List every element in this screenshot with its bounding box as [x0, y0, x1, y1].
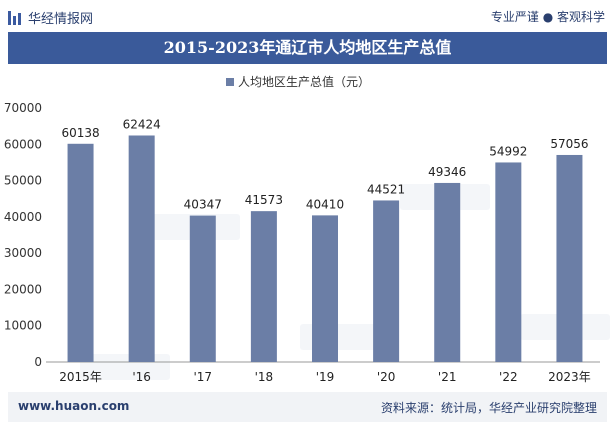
y-axis: 0 10000 20000 30000 40000 50000 60000 70000: [4, 101, 600, 369]
bar: [556, 154, 583, 362]
x-tick-label: '19: [316, 370, 335, 384]
data-label: 40410: [306, 197, 344, 211]
bar: [67, 143, 94, 362]
watermark-layer: [80, 184, 610, 380]
chart-legend: 人均地区生产总值（元）: [226, 74, 370, 89]
legend-swatch: [226, 78, 234, 86]
data-label: 49346: [428, 165, 466, 179]
y-tick-label: 0: [34, 355, 42, 369]
brand-logo-icon: [8, 10, 22, 25]
bars: 60138 2015年 62424 '16 40347 '17 41573 '18 40410 '…: [59, 117, 590, 384]
x-tick-label: '16: [132, 370, 151, 384]
brand-name: 华经情报网: [28, 12, 94, 27]
y-tick-label: 50000: [4, 174, 42, 188]
y-tick-label: 60000: [4, 137, 42, 151]
y-tick-label: 10000: [4, 319, 42, 333]
bar: [189, 215, 216, 362]
x-tick-label: '22: [499, 370, 518, 384]
y-tick-label: 20000: [4, 282, 42, 296]
bar: [128, 135, 155, 362]
slogan: 专业严谨 ● 客观科学: [490, 10, 605, 24]
bar-chart: 人均地区生产总值（元） 0 10000 20000 30000 40000 50000 60…: [4, 74, 610, 384]
x-tick-label: '17: [193, 370, 212, 384]
footer-site-link[interactable]: www.huaon.com: [18, 399, 130, 413]
bar: [312, 215, 338, 362]
data-label: 44521: [367, 182, 405, 196]
legend-label: 人均地区生产总值（元）: [238, 74, 370, 89]
chart-title: 2015-2023年通辽市人均地区生产总值: [8, 32, 607, 64]
y-tick-label: 40000: [4, 210, 42, 224]
data-label: 54992: [489, 144, 527, 158]
y-tick-label: 30000: [4, 246, 42, 260]
bar: [373, 200, 400, 362]
bar: [250, 211, 277, 362]
x-tick-label: '20: [377, 370, 396, 384]
brand-logo[interactable]: 华经情报网: [8, 8, 93, 27]
data-label: 57056: [550, 137, 588, 151]
data-label: 62424: [123, 117, 161, 131]
footer: www.huaon.com 资料来源：统计局，华经产业研究院整理: [8, 392, 607, 422]
data-label: 60138: [61, 126, 99, 140]
data-label: 41573: [245, 193, 283, 207]
x-tick-label: 2023年: [548, 370, 591, 384]
bar: [495, 162, 522, 362]
top-bar: 华经情报网 专业严谨 ● 客观科学: [0, 0, 615, 32]
footer-source: 资料来源：统计局，华经产业研究院整理: [380, 401, 597, 415]
y-tick-label: 70000: [4, 101, 42, 115]
x-tick-label: '18: [255, 370, 274, 384]
x-tick-label: 2015年: [59, 370, 102, 384]
x-tick-label: '21: [438, 370, 457, 384]
bar: [434, 182, 461, 362]
data-label: 40347: [184, 198, 222, 212]
